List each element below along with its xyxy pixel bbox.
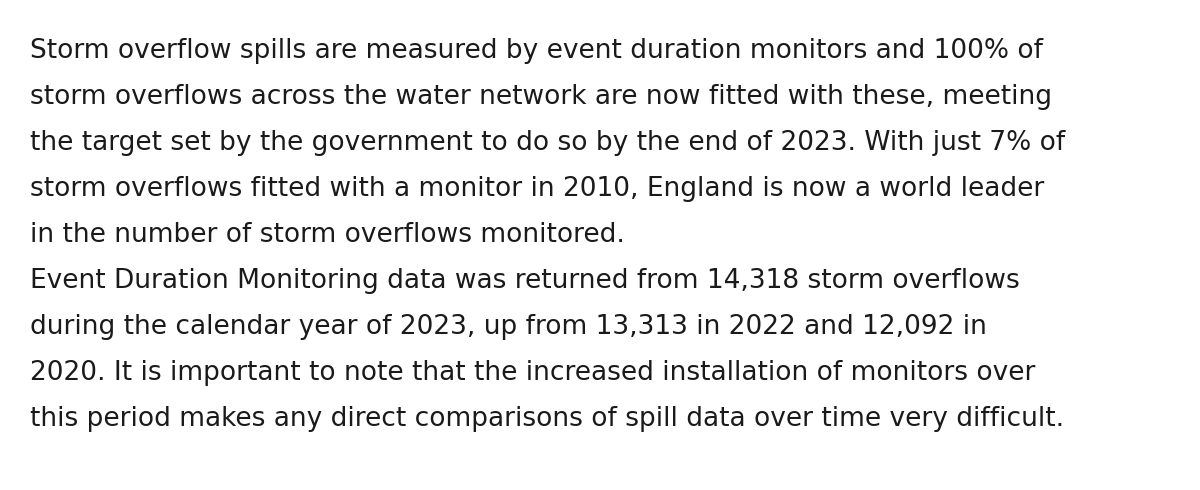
Text: during the calendar year of 2023, up from 13,313 in 2022 and 12,092 in: during the calendar year of 2023, up fro…	[30, 314, 986, 340]
Text: storm overflows across the water network are now fitted with these, meeting: storm overflows across the water network…	[30, 84, 1052, 110]
Text: the target set by the government to do so by the end of 2023. With just 7% of: the target set by the government to do s…	[30, 130, 1066, 156]
Text: Event Duration Monitoring data was returned from 14,318 storm overflows: Event Duration Monitoring data was retur…	[30, 268, 1020, 294]
Text: 2020. It is important to note that the increased installation of monitors over: 2020. It is important to note that the i…	[30, 360, 1036, 386]
Text: Storm overflow spills are measured by event duration monitors and 100% of: Storm overflow spills are measured by ev…	[30, 38, 1043, 64]
Text: in the number of storm overflows monitored.: in the number of storm overflows monitor…	[30, 222, 625, 248]
Text: this period makes any direct comparisons of spill data over time very difficult.: this period makes any direct comparisons…	[30, 406, 1064, 432]
Text: storm overflows fitted with a monitor in 2010, England is now a world leader: storm overflows fitted with a monitor in…	[30, 176, 1044, 202]
